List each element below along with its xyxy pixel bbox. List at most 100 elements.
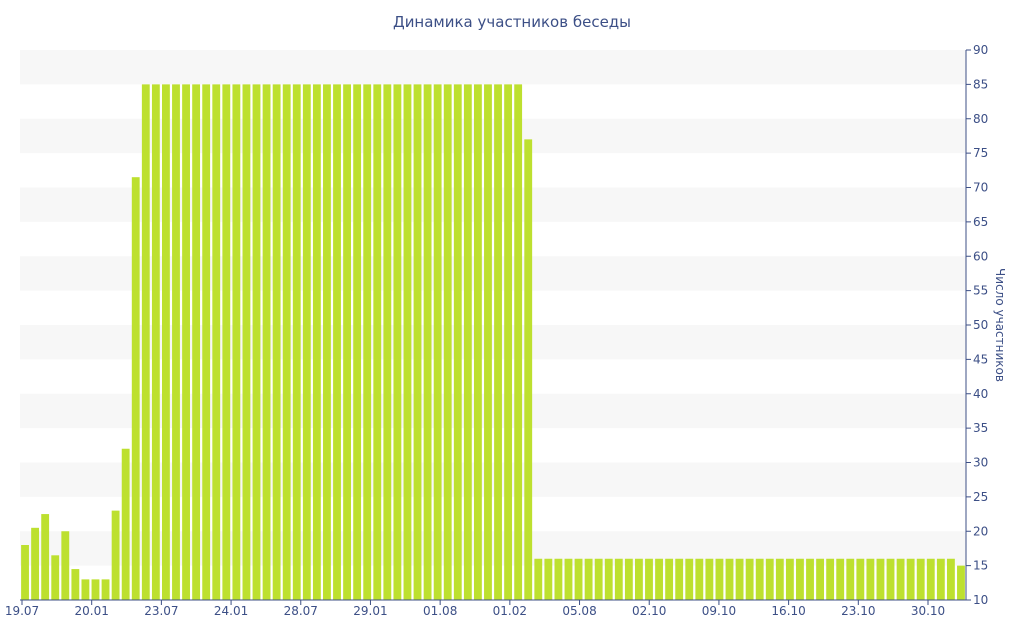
bar[interactable] [635, 558, 643, 600]
bar[interactable] [886, 558, 895, 600]
bar[interactable] [81, 579, 90, 600]
bar[interactable] [413, 84, 422, 600]
bar[interactable] [725, 558, 734, 600]
bar[interactable] [373, 84, 382, 600]
bar[interactable] [473, 84, 482, 600]
bar[interactable] [433, 84, 442, 600]
bar[interactable] [162, 84, 170, 600]
bar[interactable] [323, 84, 331, 600]
bar[interactable] [222, 84, 231, 600]
bar[interactable] [544, 558, 553, 600]
bar[interactable] [574, 558, 583, 600]
bar[interactable] [816, 558, 824, 600]
bar[interactable] [705, 558, 714, 600]
bar[interactable] [735, 558, 744, 600]
bar[interactable] [393, 84, 402, 600]
bar[interactable] [484, 84, 492, 600]
bar[interactable] [212, 84, 221, 600]
bar[interactable] [655, 558, 663, 600]
bar[interactable] [866, 558, 875, 600]
bar[interactable] [494, 84, 502, 600]
bar[interactable] [403, 84, 412, 600]
bar[interactable] [101, 579, 110, 600]
bar[interactable] [876, 558, 885, 600]
bar[interactable] [806, 558, 814, 600]
bar[interactable] [715, 558, 724, 600]
bar[interactable] [91, 579, 100, 600]
bar[interactable] [202, 84, 211, 600]
bar[interactable] [363, 84, 372, 600]
bar[interactable] [916, 558, 925, 600]
bar[interactable] [192, 84, 201, 600]
bar[interactable] [463, 84, 472, 600]
bar[interactable] [232, 84, 241, 600]
x-tick-label: 09.10 [702, 604, 736, 618]
bar[interactable] [554, 558, 563, 600]
bar[interactable] [41, 514, 50, 600]
bar[interactable] [785, 558, 794, 600]
bar[interactable] [262, 84, 271, 600]
bar[interactable] [624, 558, 633, 600]
bar[interactable] [252, 84, 261, 600]
grid-band [20, 256, 966, 291]
bar[interactable] [61, 531, 70, 600]
bar[interactable] [514, 84, 523, 600]
bar[interactable] [302, 84, 311, 600]
bar[interactable] [131, 177, 140, 600]
bar[interactable] [836, 558, 845, 600]
bar[interactable] [534, 558, 543, 600]
bar[interactable] [946, 558, 955, 600]
bar[interactable] [896, 558, 905, 600]
bar[interactable] [272, 84, 281, 600]
bar[interactable] [504, 84, 513, 600]
bar[interactable] [564, 558, 573, 600]
bar[interactable] [51, 555, 60, 600]
bar[interactable] [755, 558, 764, 600]
bar[interactable] [121, 448, 130, 600]
bar[interactable] [242, 84, 251, 600]
bar[interactable] [282, 84, 291, 600]
bar[interactable] [71, 569, 80, 600]
bar[interactable] [292, 84, 301, 600]
bar[interactable] [826, 558, 835, 600]
bar[interactable] [423, 84, 432, 600]
bar[interactable] [796, 558, 804, 600]
bar[interactable] [172, 84, 180, 600]
bar[interactable] [312, 84, 321, 600]
bar[interactable] [846, 558, 855, 600]
bar[interactable] [856, 558, 865, 600]
bar[interactable] [906, 558, 915, 600]
bar[interactable] [343, 84, 351, 600]
bar[interactable] [333, 84, 341, 600]
bar[interactable] [675, 558, 684, 600]
bar[interactable] [453, 84, 462, 600]
bar[interactable] [695, 558, 704, 600]
bar[interactable] [765, 558, 774, 600]
y-tick-label: 80 [973, 112, 988, 126]
bar[interactable] [594, 558, 603, 600]
bar[interactable] [182, 84, 190, 600]
grid-band [20, 325, 966, 360]
bar[interactable] [936, 558, 945, 600]
bar[interactable] [443, 84, 452, 600]
bar[interactable] [383, 84, 392, 600]
x-tick-label: 29.01 [353, 604, 387, 618]
bar[interactable] [685, 558, 694, 600]
bar[interactable] [31, 527, 40, 600]
bar[interactable] [141, 84, 150, 600]
bar[interactable] [775, 558, 784, 600]
bar[interactable] [645, 558, 653, 600]
bar[interactable] [353, 84, 362, 600]
bar[interactable] [665, 558, 674, 600]
bar[interactable] [614, 558, 623, 600]
bar[interactable] [524, 139, 533, 600]
bar[interactable] [111, 510, 120, 600]
bar[interactable] [151, 84, 160, 600]
bar[interactable] [584, 558, 593, 600]
y-tick-label: 90 [973, 43, 988, 57]
bar[interactable] [926, 558, 935, 600]
bar[interactable] [745, 558, 754, 600]
bar[interactable] [21, 545, 29, 600]
bar[interactable] [957, 565, 965, 600]
bar[interactable] [604, 558, 613, 600]
